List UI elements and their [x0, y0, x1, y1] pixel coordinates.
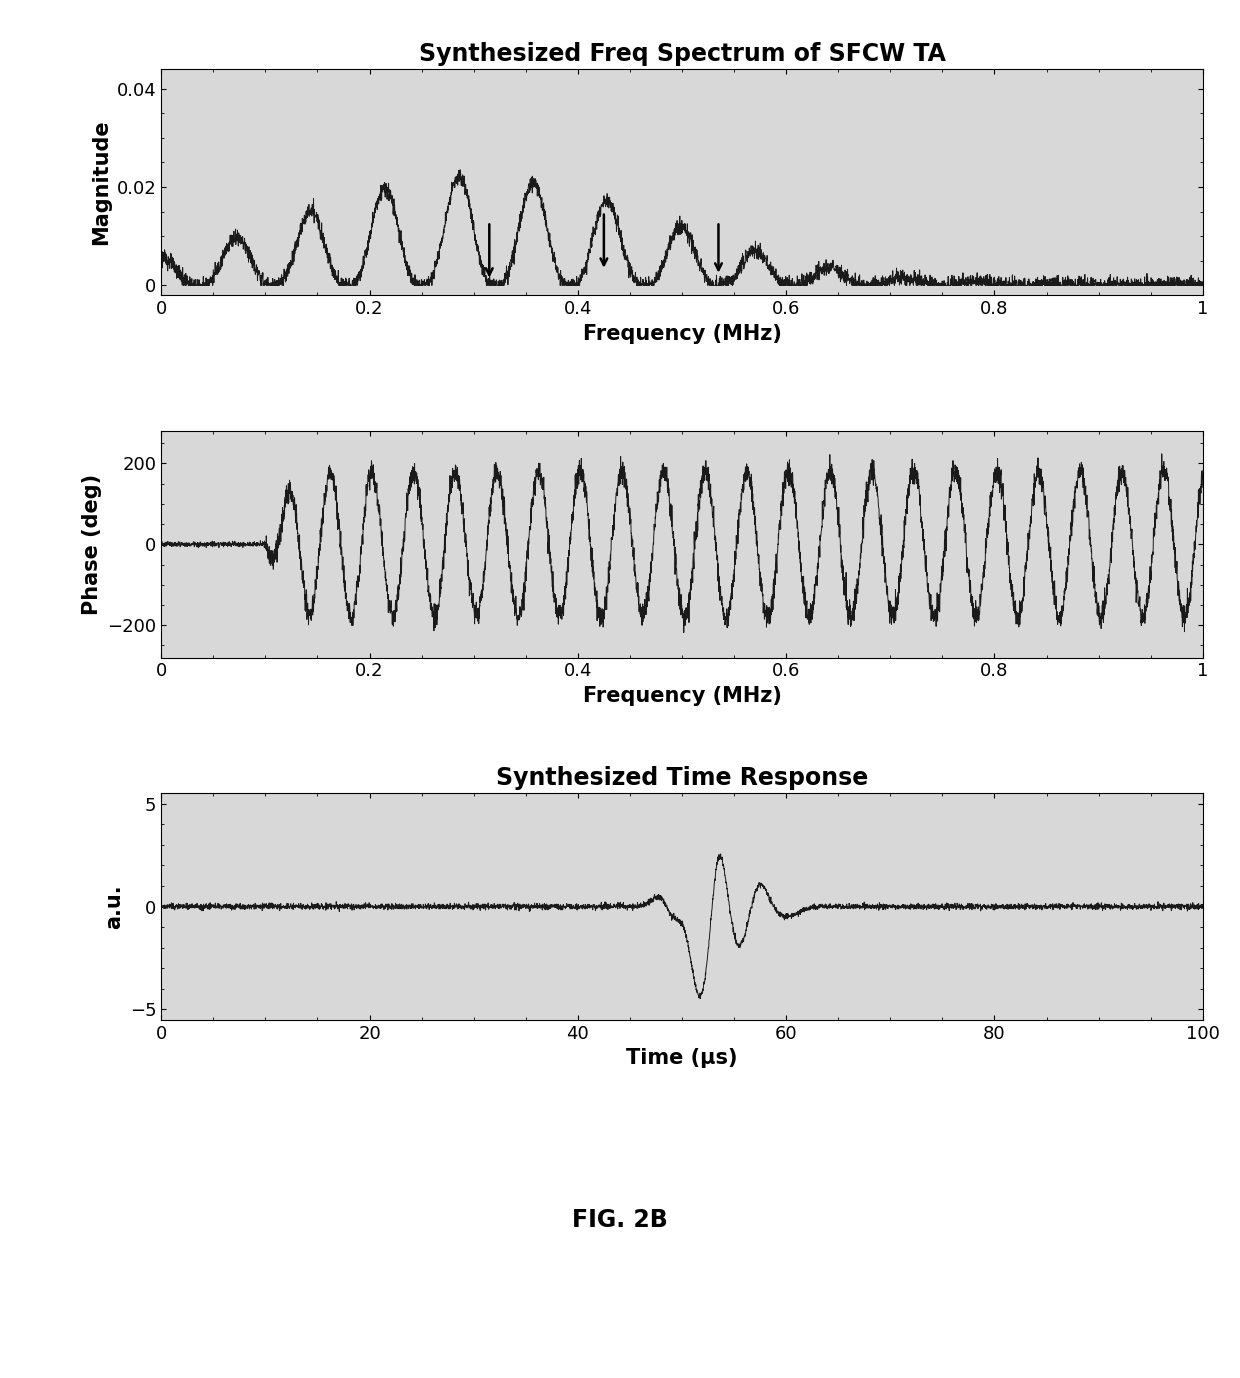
- Text: FIG. 2B: FIG. 2B: [572, 1207, 668, 1232]
- Title: Synthesized Freq Spectrum of SFCW TA: Synthesized Freq Spectrum of SFCW TA: [419, 41, 945, 66]
- Y-axis label: a.u.: a.u.: [104, 885, 124, 929]
- X-axis label: Frequency (MHz): Frequency (MHz): [583, 686, 781, 706]
- Y-axis label: Magnitude: Magnitude: [91, 120, 112, 245]
- X-axis label: Time (μs): Time (μs): [626, 1049, 738, 1068]
- X-axis label: Frequency (MHz): Frequency (MHz): [583, 324, 781, 343]
- Title: Synthesized Time Response: Synthesized Time Response: [496, 766, 868, 790]
- Y-axis label: Phase (deg): Phase (deg): [82, 474, 102, 615]
